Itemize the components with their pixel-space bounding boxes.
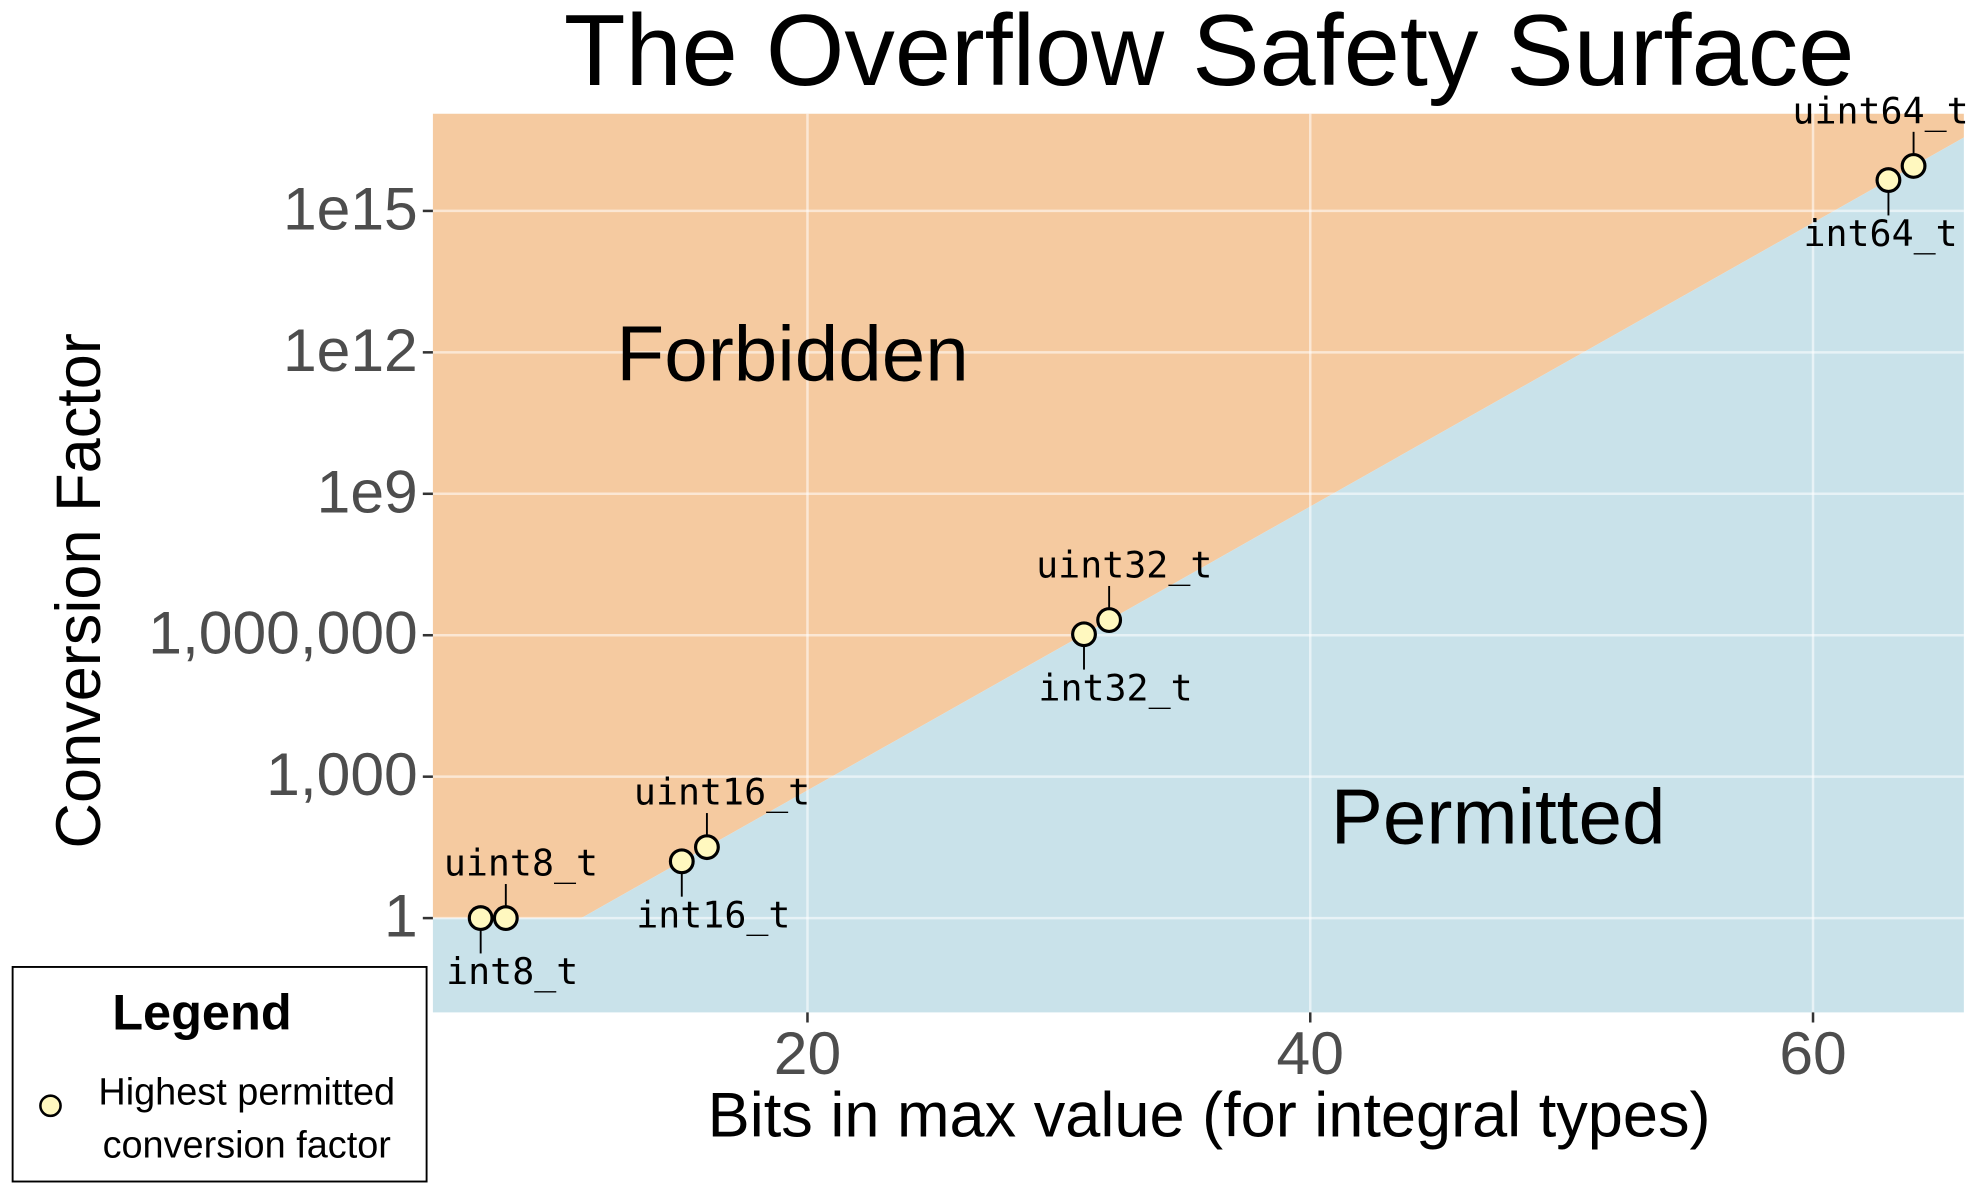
- point-label: int32_t: [1038, 666, 1192, 710]
- x-axis-label: Bits in max value (for integral types): [708, 1080, 1711, 1150]
- x-tick-label: 60: [1779, 1019, 1846, 1087]
- legend: [39, 1094, 62, 1118]
- point: [1071, 621, 1097, 648]
- point-label: int16_t: [636, 893, 790, 937]
- x-tick-label: 40: [1277, 1019, 1344, 1087]
- y-tick-label: 1e12: [283, 316, 418, 384]
- point-label: uint16_t: [634, 771, 810, 815]
- point: [492, 905, 519, 932]
- point: [1875, 167, 1902, 194]
- y-tick-label: 1e15: [283, 174, 418, 242]
- point: [1096, 607, 1123, 634]
- point-label: uint64_t: [1792, 89, 1968, 133]
- y-tick-label: 1,000: [266, 740, 418, 808]
- y-tick-label: 1,000,000: [148, 599, 417, 667]
- chart-title: The Overflow Safety Surface: [564, 0, 1855, 107]
- region-label: Permitted: [1331, 773, 1666, 861]
- point-label: int64_t: [1803, 212, 1957, 256]
- legend-box: [11, 966, 428, 1183]
- x-tick-label: 20: [774, 1019, 841, 1087]
- legend-label-box: Highest permitted conversion factor: [98, 1071, 396, 1167]
- y-axis-label: Conversion Factor: [44, 333, 114, 848]
- point-label: uint8_t: [444, 842, 598, 886]
- point-label: int8_t: [446, 950, 578, 994]
- point: [693, 834, 720, 861]
- point: [668, 848, 695, 875]
- y-tick-label: 1: [384, 882, 418, 950]
- legend-marker: [39, 1094, 62, 1118]
- y-tick-label: 1e9: [317, 457, 418, 525]
- permitted-region: [432, 137, 1964, 1013]
- legend-label: Highest permitted conversion factor: [98, 1071, 396, 1167]
- point: [467, 905, 494, 932]
- point: [1900, 152, 1927, 179]
- plot-area: 1 1,000 1,000,000 1e9 1e12 1e15 20 40 60 Forbidde…: [148, 89, 1968, 1086]
- region-label: Forbidden: [616, 310, 968, 398]
- point-label: uint32_t: [1036, 544, 1212, 588]
- legend-title: Legend: [112, 984, 291, 1041]
- forbidden-region: [432, 113, 1964, 919]
